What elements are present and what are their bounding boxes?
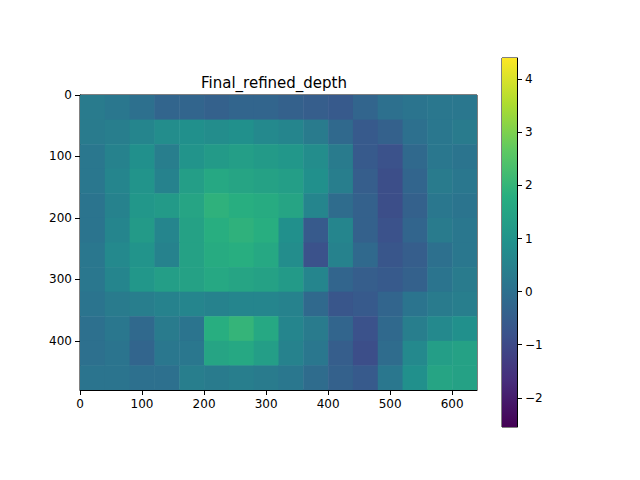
- svg-text:300: 300: [49, 272, 72, 286]
- svg-text:4: 4: [525, 72, 533, 86]
- svg-text:1: 1: [525, 232, 533, 246]
- svg-text:−2: −2: [525, 391, 543, 405]
- svg-text:3: 3: [525, 125, 533, 139]
- svg-text:0: 0: [525, 285, 533, 299]
- svg-text:200: 200: [193, 397, 216, 411]
- svg-text:100: 100: [49, 149, 72, 163]
- svg-text:400: 400: [317, 397, 340, 411]
- svg-text:200: 200: [49, 211, 72, 225]
- svg-text:Final_refined_depth: Final_refined_depth: [201, 74, 347, 93]
- svg-text:0: 0: [64, 88, 72, 102]
- svg-text:−1: −1: [525, 338, 543, 352]
- svg-text:2: 2: [525, 178, 533, 192]
- svg-text:0: 0: [76, 397, 84, 411]
- svg-text:600: 600: [441, 397, 464, 411]
- svg-text:300: 300: [255, 397, 278, 411]
- svg-text:500: 500: [379, 397, 402, 411]
- svg-text:100: 100: [131, 397, 154, 411]
- svg-text:400: 400: [49, 334, 72, 348]
